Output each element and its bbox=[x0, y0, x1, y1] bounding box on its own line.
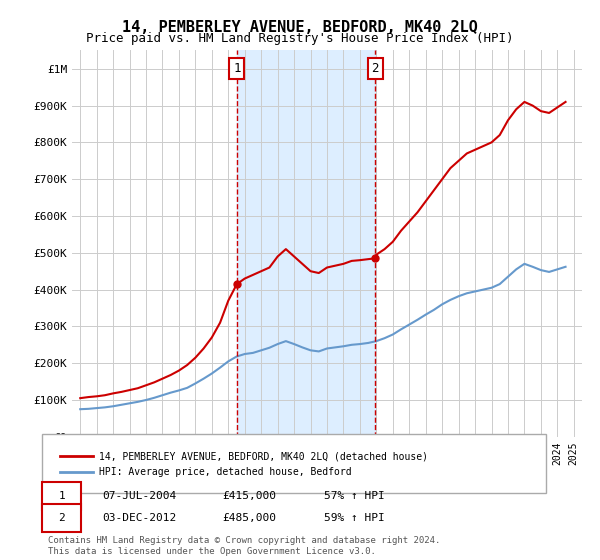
Text: £415,000: £415,000 bbox=[222, 491, 276, 501]
Text: HPI: Average price, detached house, Bedford: HPI: Average price, detached house, Bedf… bbox=[99, 467, 352, 477]
Text: 2: 2 bbox=[371, 62, 379, 75]
Text: 59% ↑ HPI: 59% ↑ HPI bbox=[324, 513, 385, 523]
Text: 57% ↑ HPI: 57% ↑ HPI bbox=[324, 491, 385, 501]
Text: Price paid vs. HM Land Registry's House Price Index (HPI): Price paid vs. HM Land Registry's House … bbox=[86, 32, 514, 45]
Text: £485,000: £485,000 bbox=[222, 513, 276, 523]
Text: Contains HM Land Registry data © Crown copyright and database right 2024.: Contains HM Land Registry data © Crown c… bbox=[48, 536, 440, 545]
Text: This data is licensed under the Open Government Licence v3.0.: This data is licensed under the Open Gov… bbox=[48, 547, 376, 556]
Text: 14, PEMBERLEY AVENUE, BEDFORD, MK40 2LQ: 14, PEMBERLEY AVENUE, BEDFORD, MK40 2LQ bbox=[122, 20, 478, 35]
Text: 1: 1 bbox=[233, 62, 241, 75]
Text: 07-JUL-2004: 07-JUL-2004 bbox=[102, 491, 176, 501]
Text: 1: 1 bbox=[58, 491, 65, 501]
Text: 14, PEMBERLEY AVENUE, BEDFORD, MK40 2LQ (detached house): 14, PEMBERLEY AVENUE, BEDFORD, MK40 2LQ … bbox=[99, 451, 428, 461]
Text: 2: 2 bbox=[58, 513, 65, 523]
Bar bbox=[237, 50, 375, 437]
Text: 03-DEC-2012: 03-DEC-2012 bbox=[102, 513, 176, 523]
